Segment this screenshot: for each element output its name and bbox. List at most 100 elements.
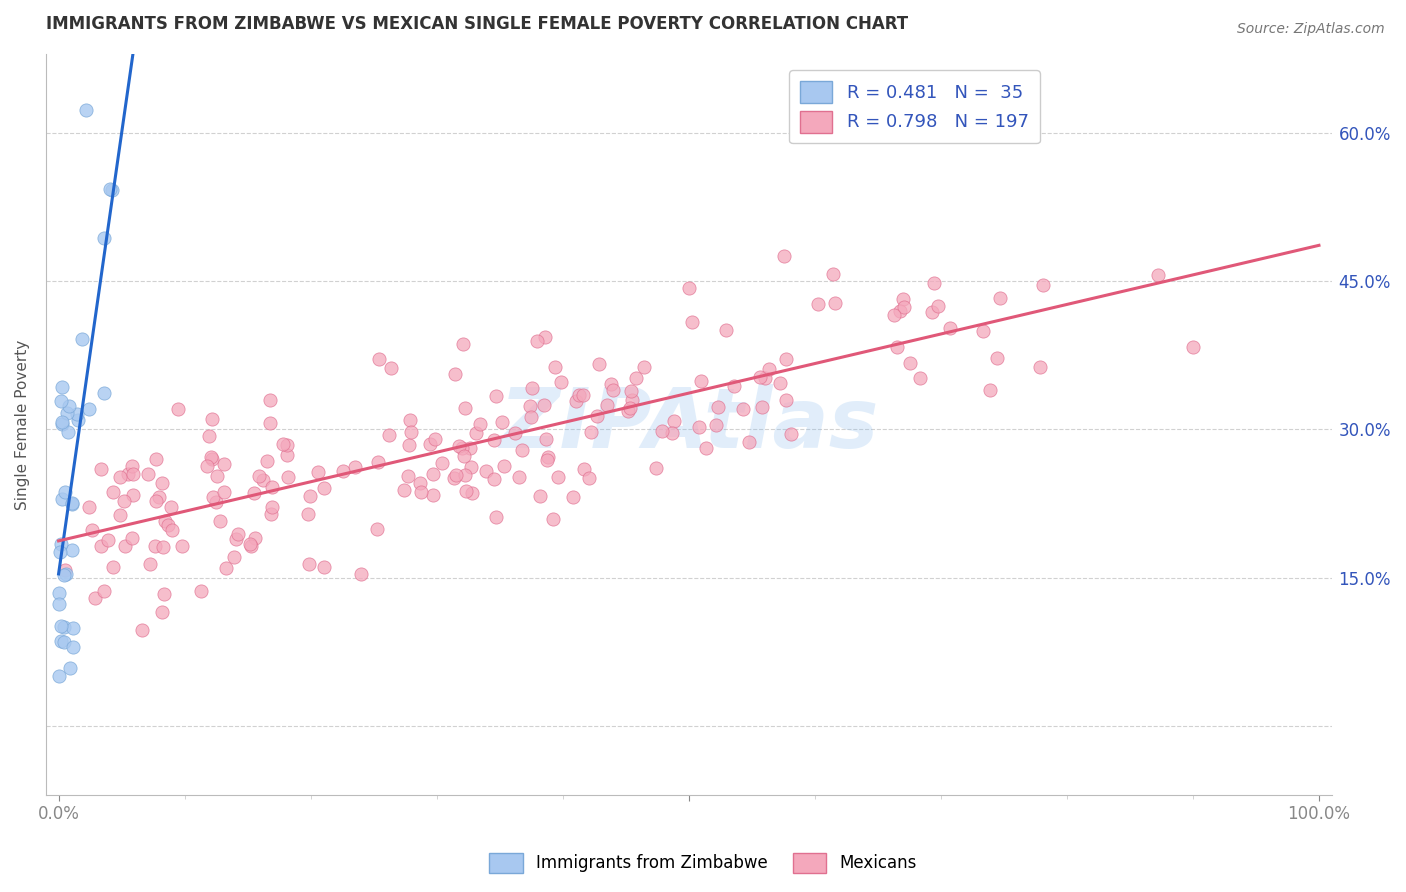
Point xyxy=(681,315,703,329)
Point xyxy=(568,388,591,402)
Point xyxy=(114,539,136,553)
Point xyxy=(1147,268,1170,282)
Point xyxy=(394,483,416,498)
Point xyxy=(891,292,914,306)
Point xyxy=(201,412,224,426)
Point xyxy=(508,470,530,484)
Point xyxy=(108,508,131,522)
Point xyxy=(823,267,845,281)
Point xyxy=(519,410,541,425)
Point xyxy=(243,486,266,500)
Point xyxy=(754,371,776,385)
Point xyxy=(271,437,294,451)
Point xyxy=(454,483,477,498)
Point xyxy=(93,231,115,245)
Point xyxy=(252,473,274,487)
Point xyxy=(600,377,623,392)
Text: Source: ZipAtlas.com: Source: ZipAtlas.com xyxy=(1237,22,1385,37)
Point xyxy=(1029,359,1052,374)
Point xyxy=(620,392,643,407)
Point xyxy=(723,378,745,392)
Point xyxy=(90,462,112,476)
Point xyxy=(889,304,911,318)
Point xyxy=(162,523,184,537)
Y-axis label: Single Female Poverty: Single Female Poverty xyxy=(15,340,30,509)
Point xyxy=(77,500,100,514)
Point xyxy=(112,494,135,508)
Point xyxy=(139,558,162,572)
Point xyxy=(526,334,548,349)
Point xyxy=(775,352,797,367)
Point xyxy=(454,401,477,415)
Point xyxy=(202,490,225,504)
Point xyxy=(533,398,555,412)
Point xyxy=(103,560,125,574)
Point xyxy=(520,381,543,395)
Point xyxy=(48,597,70,611)
Point xyxy=(586,409,609,423)
Point xyxy=(458,441,481,455)
Point xyxy=(661,426,683,441)
Point xyxy=(768,376,790,390)
Point xyxy=(297,507,319,521)
Point xyxy=(256,454,278,468)
Point xyxy=(780,427,803,442)
Point xyxy=(485,510,508,524)
Point xyxy=(738,435,761,450)
Point xyxy=(503,425,526,440)
Point xyxy=(349,566,371,581)
Point xyxy=(60,543,83,558)
Point xyxy=(98,182,121,196)
Point xyxy=(60,496,83,510)
Text: ZIPAtlas: ZIPAtlas xyxy=(499,384,879,465)
Point xyxy=(602,383,624,397)
Point xyxy=(444,368,467,382)
Point xyxy=(67,413,90,427)
Point xyxy=(117,467,139,481)
Point xyxy=(430,456,453,470)
Point xyxy=(239,537,262,551)
Point xyxy=(55,485,77,500)
Point xyxy=(150,605,173,619)
Point xyxy=(136,467,159,482)
Point xyxy=(121,531,143,545)
Point xyxy=(1032,277,1054,292)
Point xyxy=(898,356,921,370)
Point xyxy=(651,425,673,439)
Point xyxy=(619,401,641,416)
Point xyxy=(100,183,122,197)
Point xyxy=(758,362,780,376)
Point xyxy=(259,416,281,430)
Point xyxy=(62,640,84,654)
Point xyxy=(588,357,610,371)
Point xyxy=(678,281,700,295)
Point xyxy=(366,522,388,536)
Point xyxy=(447,439,470,453)
Point xyxy=(198,428,221,442)
Point xyxy=(986,351,1008,366)
Point xyxy=(56,425,79,440)
Point xyxy=(277,469,299,483)
Point xyxy=(51,417,73,432)
Point xyxy=(51,492,73,507)
Point xyxy=(921,305,943,319)
Point xyxy=(298,558,321,572)
Point xyxy=(48,586,70,600)
Point xyxy=(122,488,145,502)
Point xyxy=(893,300,915,314)
Point xyxy=(226,526,249,541)
Point xyxy=(547,470,569,484)
Point xyxy=(544,359,567,374)
Point xyxy=(534,432,557,446)
Point xyxy=(494,458,516,473)
Point xyxy=(49,537,72,551)
Point xyxy=(733,401,755,416)
Point xyxy=(536,453,558,467)
Point xyxy=(972,324,994,338)
Point xyxy=(367,351,389,366)
Point xyxy=(93,386,115,401)
Point xyxy=(53,563,76,577)
Point xyxy=(529,489,551,503)
Point xyxy=(824,295,846,310)
Point xyxy=(464,425,486,440)
